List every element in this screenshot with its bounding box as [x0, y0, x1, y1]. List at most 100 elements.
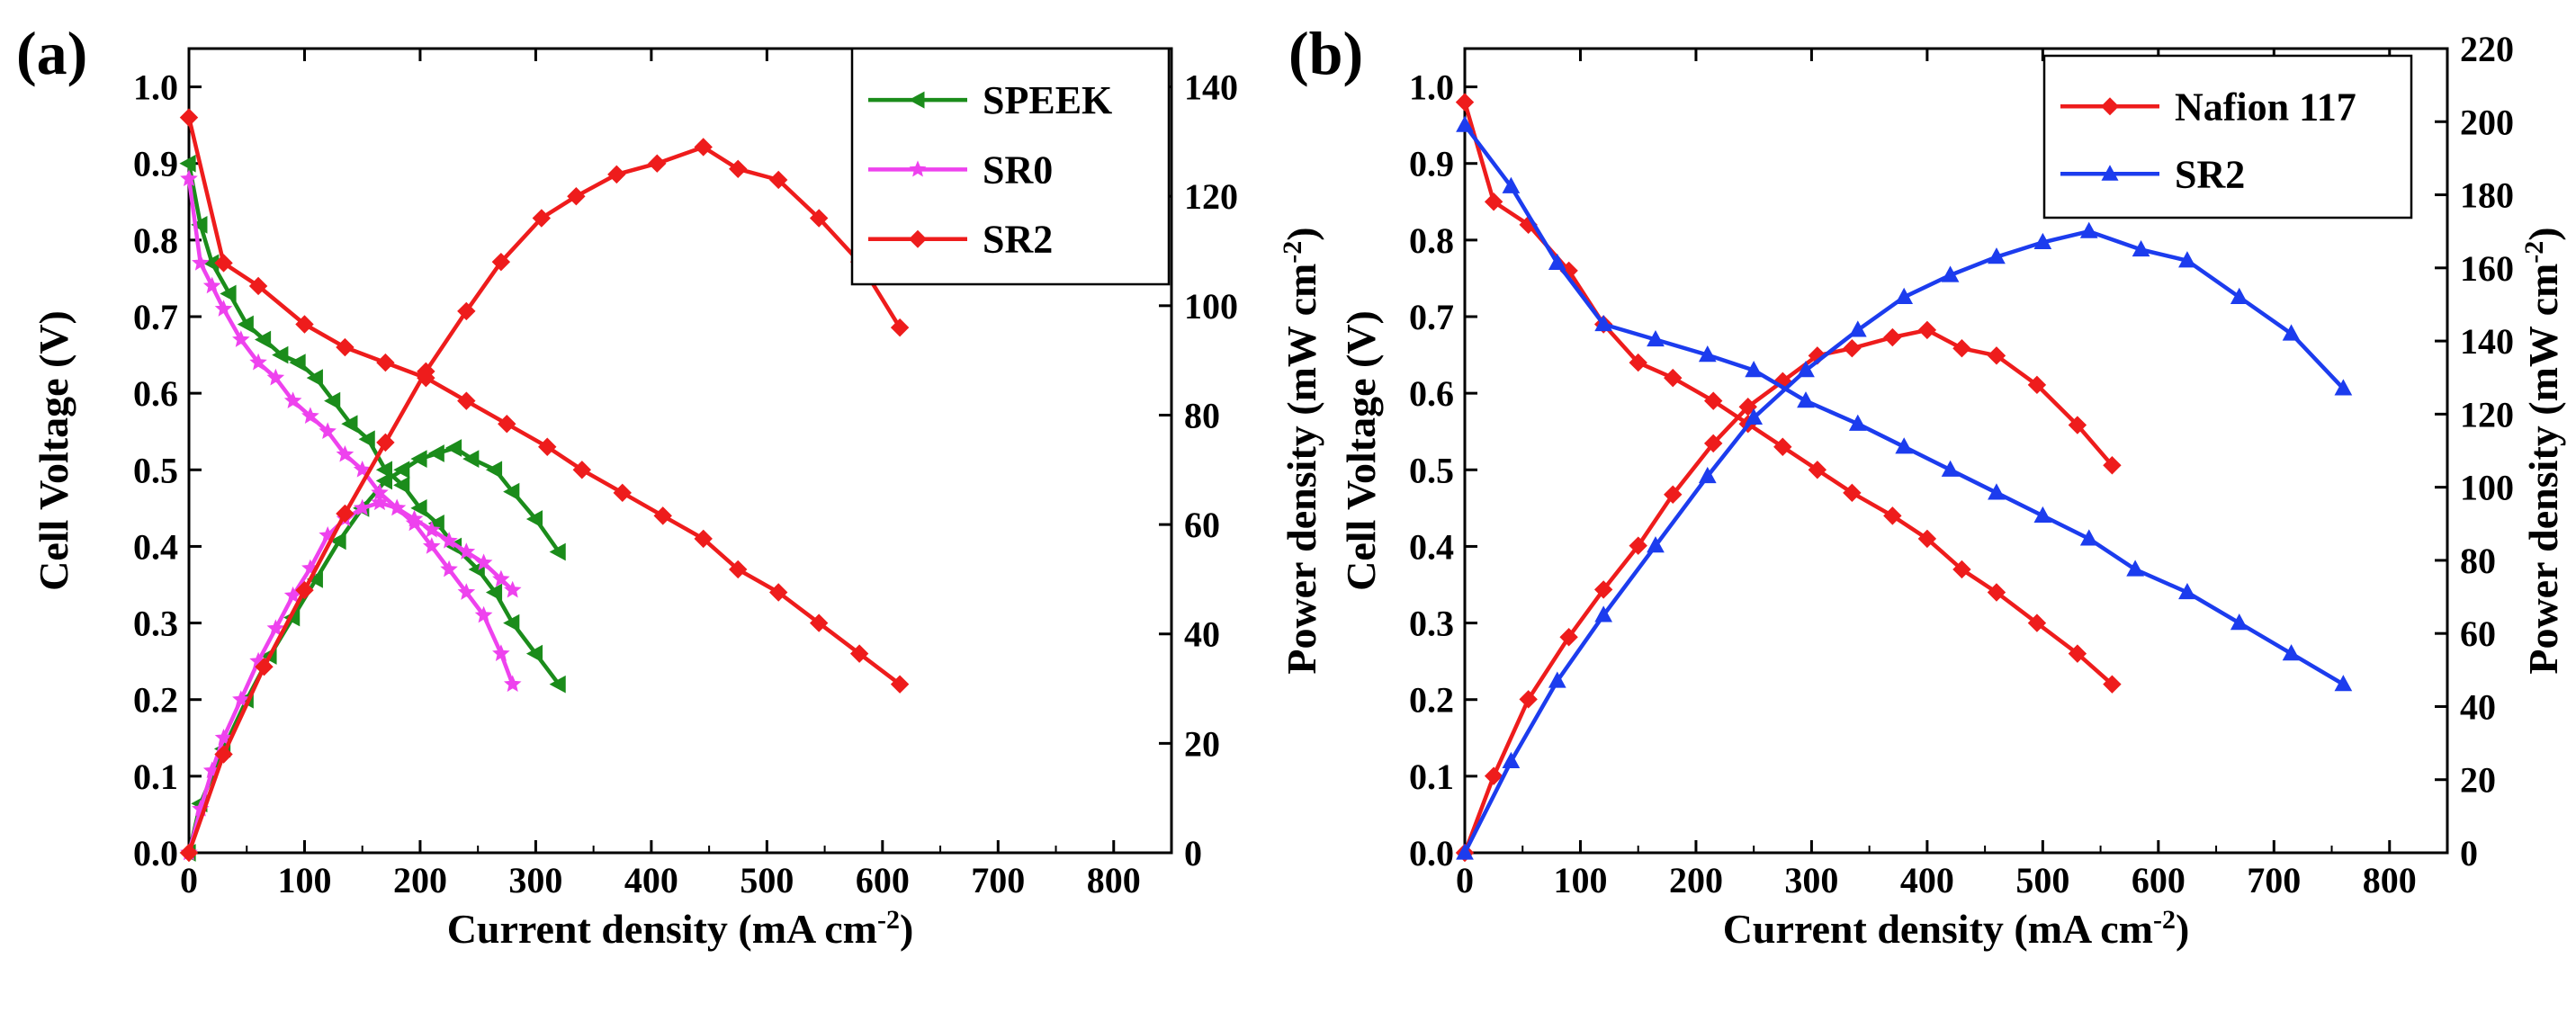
power-point — [179, 843, 199, 863]
legend-label: SR0 — [983, 148, 1053, 192]
x-tick-label: 600 — [2132, 860, 2186, 900]
y-right-tick-label: 60 — [1184, 505, 1220, 545]
power-point — [1519, 690, 1538, 709]
voltage-point — [254, 330, 272, 349]
power-point — [2027, 375, 2047, 395]
power-point — [410, 450, 427, 468]
y-right-tick-label: 120 — [1184, 176, 1238, 217]
legend: SPEEK SR0 SR2 — [850, 47, 1171, 286]
series-sr2 — [179, 108, 910, 863]
x-axis-label-text: Current density (mA cm — [1723, 906, 2153, 952]
voltage-point — [1895, 437, 1914, 454]
y-right-tick-label: 100 — [2460, 468, 2514, 508]
x-axis-label: Current density (mA cm-2) — [447, 905, 914, 953]
y-right-axis-label-end: ) — [1279, 227, 1324, 240]
power-point — [1808, 346, 1827, 365]
power-point — [405, 509, 424, 527]
voltage-point — [249, 353, 267, 371]
x-tick-label: 500 — [740, 860, 794, 900]
series-speek — [179, 154, 566, 862]
voltage-point — [849, 644, 869, 663]
y-right-axis-label-text: Power density (mW cm — [1279, 264, 1324, 675]
voltage-point — [457, 583, 476, 600]
voltage-point — [272, 345, 289, 364]
voltage-point — [1629, 353, 1647, 372]
power-point — [503, 580, 522, 598]
power-point — [1941, 265, 1960, 282]
y-left-tick-label: 0.8 — [133, 220, 178, 261]
voltage-point — [1848, 414, 1867, 431]
x-axis-label-sup: -2 — [877, 905, 900, 935]
voltage-point — [192, 254, 210, 271]
legend-marker — [2101, 165, 2119, 181]
voltage-point — [375, 461, 393, 479]
power-point — [214, 728, 233, 746]
voltage-point — [232, 330, 250, 347]
power-point — [329, 532, 346, 551]
voltage-point — [1745, 361, 1764, 378]
y-left-tick-label: 0.0 — [1409, 833, 1454, 873]
power-point — [2132, 239, 2150, 257]
power-point — [2178, 251, 2196, 268]
voltage-point — [180, 169, 198, 187]
power-point — [457, 542, 476, 560]
voltage-point — [613, 483, 632, 503]
y-right-axis-label-end: ) — [2520, 227, 2566, 240]
power-point — [1843, 339, 1862, 358]
voltage-point — [306, 369, 323, 387]
power-point — [1917, 320, 1937, 340]
power-point — [2103, 456, 2122, 475]
x-axis-label-text: Current density (mA cm — [447, 906, 877, 952]
power-point — [388, 498, 407, 516]
y-right-tick-label: 20 — [1184, 723, 1220, 764]
power-point — [890, 318, 910, 337]
power-point — [1559, 628, 1578, 647]
voltage-point — [336, 337, 355, 357]
power-point — [444, 439, 462, 457]
power-point — [809, 209, 829, 228]
voltage-point — [358, 430, 375, 449]
y-left-tick-label: 0.6 — [133, 373, 178, 414]
y-left-axis-label: Cell Voltage (V) — [1338, 310, 1384, 591]
voltage-point — [1698, 345, 1717, 363]
power-point — [1456, 843, 1474, 860]
voltage-point — [1883, 506, 1902, 525]
power-point — [1594, 605, 1613, 622]
power-point — [462, 450, 480, 468]
voltage-point — [457, 391, 476, 410]
x-tick-label: 400 — [1900, 860, 1954, 900]
y-left-tick-label: 0.3 — [1409, 604, 1454, 644]
power-point — [1988, 247, 2006, 264]
x-tick-label: 400 — [624, 860, 678, 900]
power-point — [549, 542, 566, 561]
voltage-point — [1988, 483, 2006, 500]
panel-label: (b) — [1288, 19, 1363, 87]
voltage-point — [266, 368, 285, 386]
voltage-point — [503, 613, 520, 632]
power-point — [1987, 346, 2006, 365]
y-left-tick-label: 0.6 — [1409, 373, 1454, 414]
voltage-point — [393, 476, 410, 495]
voltage-point — [319, 422, 337, 440]
legend-label: SR2 — [983, 218, 1053, 262]
x-tick-label: 200 — [393, 860, 447, 900]
voltage-point — [890, 675, 910, 694]
legend-marker — [2101, 97, 2119, 116]
power-point — [266, 619, 285, 636]
voltage-point — [498, 414, 516, 434]
power-point — [648, 154, 667, 173]
voltage-point — [1843, 483, 1862, 503]
x-tick-label: 0 — [180, 860, 198, 900]
voltage-point — [1797, 391, 1815, 408]
y-left-tick-label: 1.0 — [1409, 67, 1454, 108]
power-point — [2282, 324, 2301, 341]
voltage-point — [202, 276, 221, 294]
legend-label: Nafion 117 — [2175, 85, 2356, 129]
x-tick-label: 100 — [1553, 860, 1607, 900]
power-point — [376, 433, 395, 452]
y-left-tick-label: 0.4 — [133, 526, 178, 567]
power-point — [1629, 536, 1647, 555]
voltage-point — [440, 560, 458, 578]
voltage-point — [2103, 675, 2122, 694]
